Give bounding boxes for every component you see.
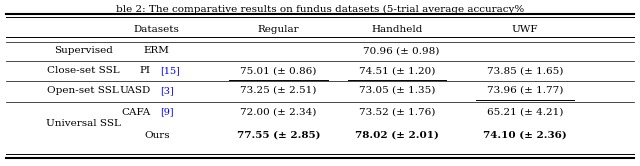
Text: 70.96 (± 0.98): 70.96 (± 0.98): [364, 46, 440, 55]
Text: 73.85 (± 1.65): 73.85 (± 1.65): [486, 66, 563, 75]
Text: ERM: ERM: [144, 46, 170, 55]
Text: ble 2: The comparative results on fundus datasets (5-trial average accuracy%: ble 2: The comparative results on fundus…: [116, 5, 524, 14]
Text: Supervised: Supervised: [54, 46, 113, 55]
Text: UASD: UASD: [119, 86, 150, 95]
Text: Handheld: Handheld: [371, 25, 422, 34]
Text: [15]: [15]: [160, 66, 180, 75]
Text: Regular: Regular: [257, 25, 300, 34]
Text: 75.01 (± 0.86): 75.01 (± 0.86): [240, 66, 317, 75]
Text: PI: PI: [140, 66, 150, 75]
Text: [9]: [9]: [160, 108, 173, 117]
Text: 74.51 (± 1.20): 74.51 (± 1.20): [358, 66, 435, 75]
Text: Close-set SSL: Close-set SSL: [47, 66, 120, 75]
Text: 73.05 (± 1.35): 73.05 (± 1.35): [358, 86, 435, 95]
Text: 73.52 (± 1.76): 73.52 (± 1.76): [358, 108, 435, 117]
Text: Universal SSL: Universal SSL: [46, 119, 120, 128]
Text: Ours: Ours: [144, 131, 170, 140]
Text: 77.55 (± 2.85): 77.55 (± 2.85): [237, 131, 320, 140]
Text: 73.25 (± 2.51): 73.25 (± 2.51): [240, 86, 317, 95]
Text: 73.96 (± 1.77): 73.96 (± 1.77): [486, 86, 563, 95]
Text: 78.02 (± 2.01): 78.02 (± 2.01): [355, 131, 439, 140]
Text: Datasets: Datasets: [134, 25, 180, 34]
Text: 74.10 (± 2.36): 74.10 (± 2.36): [483, 131, 566, 140]
Text: CAFA: CAFA: [121, 108, 150, 117]
Text: 72.00 (± 2.34): 72.00 (± 2.34): [240, 108, 317, 117]
Text: [3]: [3]: [160, 86, 173, 95]
Text: Open-set SSL: Open-set SSL: [47, 86, 119, 95]
Text: UWF: UWF: [511, 25, 538, 34]
Text: 65.21 (± 4.21): 65.21 (± 4.21): [486, 108, 563, 117]
